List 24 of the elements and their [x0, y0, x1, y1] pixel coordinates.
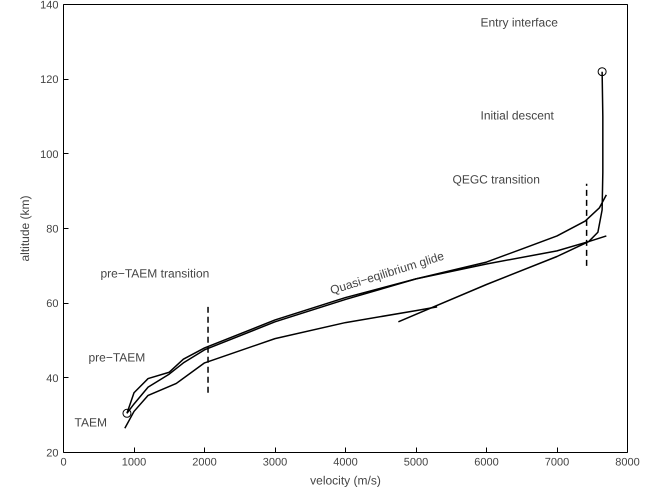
x-tick-label: 5000: [404, 456, 428, 468]
y-tick-label: 40: [46, 372, 59, 385]
annotation: QEGC transition: [452, 172, 540, 186]
y-tick-label: 140: [40, 0, 59, 12]
x-tick-label: 0: [60, 456, 67, 468]
x-axis-title: velocity (m/s): [310, 474, 381, 488]
annotation: Initial descent: [480, 108, 555, 122]
y-tick-label: 100: [40, 148, 59, 161]
x-tick-label: 6000: [474, 456, 499, 468]
y-tick-label: 120: [40, 74, 59, 86]
x-tick-label: 4000: [333, 456, 358, 468]
y-tick-label: 20: [46, 448, 59, 460]
y-axis-title: altitude (km): [18, 195, 32, 262]
y-tick-label: 80: [46, 224, 59, 236]
annotation: pre−TAEM transition: [100, 266, 210, 280]
x-tick-label: 7000: [544, 456, 570, 468]
annotation: pre−TAEM: [88, 350, 146, 364]
x-tick-label: 1000: [122, 456, 146, 468]
y-tick-label: 60: [46, 298, 59, 310]
x-tick-label: 3000: [262, 456, 288, 468]
annotation: Entry interface: [480, 16, 558, 30]
x-tick-label: 8000: [615, 456, 640, 468]
x-tick-label: 2000: [192, 456, 217, 468]
annotation: TAEM: [74, 416, 107, 430]
